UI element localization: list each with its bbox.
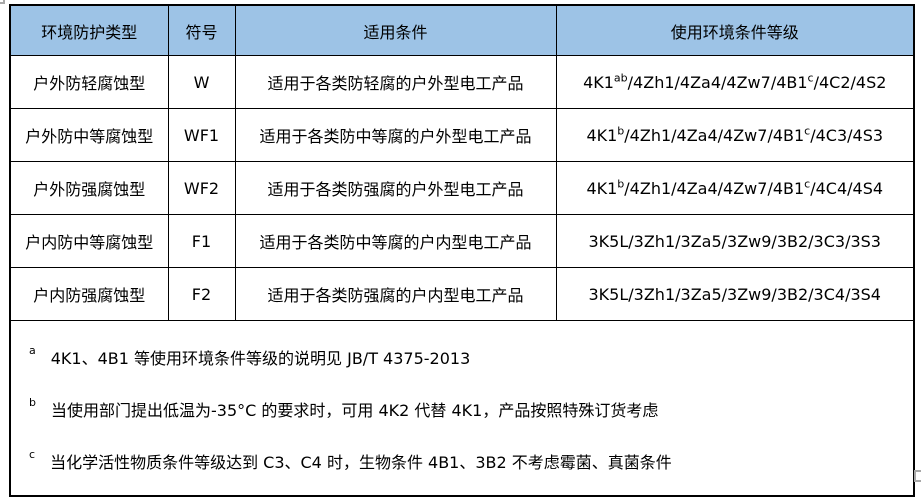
cell-grade: 3K5L/3Zh1/3Za5/3Zw9/3B2/3C3/3S3 — [555, 214, 915, 268]
cell-protection-type: 户外防轻腐蚀型 — [9, 55, 169, 109]
cell-protection-type: 户内防中等腐蚀型 — [9, 214, 169, 268]
cell-grade: 4K1b/4Zh1/4Za4/4Zw7/4B1c/4C3/4S3 — [555, 108, 915, 162]
cell-grade: 3K5L/3Zh1/3Za5/3Zw9/3B2/3C4/3S4 — [555, 267, 915, 321]
cell-condition: 适用于各类防轻腐的户外型电工产品 — [234, 55, 557, 109]
cell-symbol: F1 — [167, 214, 236, 268]
footnote-text: 当化学活性物质条件等级达到 C3、C4 时，生物条件 4B1、3B2 不考虑霉菌… — [50, 453, 672, 472]
cell-symbol: WF2 — [167, 161, 236, 215]
header-row: 环境防护类型 符号 适用条件 使用环境条件等级 — [9, 4, 915, 56]
cell-symbol: WF1 — [167, 108, 236, 162]
table-row: 户外防强腐蚀型 WF2 适用于各类防强腐的户外型电工产品 4K1b/4Zh1/4… — [9, 161, 915, 215]
cell-condition: 适用于各类防中等腐的户内型电工产品 — [234, 214, 557, 268]
cell-symbol: W — [167, 55, 236, 109]
col-header-condition: 适用条件 — [234, 4, 557, 56]
cell-grade: 4K1ab/4Zh1/4Za4/4Zw7/4B1c/4C2/4S2 — [555, 55, 915, 109]
col-header-symbol: 符号 — [167, 4, 236, 56]
table-resize-handle-icon[interactable] — [914, 470, 921, 482]
col-header-grade: 使用环境条件等级 — [555, 4, 915, 56]
cell-protection-type: 户外防中等腐蚀型 — [9, 108, 169, 162]
table-row: 户外防轻腐蚀型 W 适用于各类防轻腐的户外型电工产品 4K1ab/4Zh1/4Z… — [9, 55, 915, 109]
table-move-handle-icon[interactable] — [0, 0, 5, 4]
cell-protection-type: 户外防强腐蚀型 — [9, 161, 169, 215]
footnotes-section: a 4K1、4B1 等使用环境条件等级的说明见 JB/T 4375-2013 b… — [9, 320, 915, 497]
footnote-text: 当使用部门提出低温为-35°C 的要求时，可用 4K2 代替 4K1，产品按照特… — [50, 401, 659, 420]
cell-condition: 适用于各类防强腐的户内型电工产品 — [234, 267, 557, 321]
footnote-b: b 当使用部门提出低温为-35°C 的要求时，可用 4K2 代替 4K1，产品按… — [29, 396, 659, 420]
cell-condition: 适用于各类防强腐的户外型电工产品 — [234, 161, 557, 215]
table-row: 户内防中等腐蚀型 F1 适用于各类防中等腐的户内型电工产品 3K5L/3Zh1/… — [9, 214, 915, 268]
footnote-text: 4K1、4B1 等使用环境条件等级的说明见 JB/T 4375-2013 — [50, 349, 471, 368]
cell-grade: 4K1b/4Zh1/4Za4/4Zw7/4B1c/4C4/4S4 — [555, 161, 915, 215]
col-header-protection-type: 环境防护类型 — [9, 4, 169, 56]
cell-condition: 适用于各类防中等腐的户外型电工产品 — [234, 108, 557, 162]
footnotes-row: a 4K1、4B1 等使用环境条件等级的说明见 JB/T 4375-2013 b… — [9, 320, 915, 497]
protection-spec-table: 环境防护类型 符号 适用条件 使用环境条件等级 户外防轻腐蚀型 W 适用于各类防… — [9, 4, 915, 497]
footnote-a: a 4K1、4B1 等使用环境条件等级的说明见 JB/T 4375-2013 — [29, 344, 471, 368]
table-row: 户外防中等腐蚀型 WF1 适用于各类防中等腐的户外型电工产品 4K1b/4Zh1… — [9, 108, 915, 162]
footnote-c: c 当化学活性物质条件等级达到 C3、C4 时，生物条件 4B1、3B2 不考虑… — [29, 448, 672, 472]
table-row: 户内防强腐蚀型 F2 适用于各类防强腐的户内型电工产品 3K5L/3Zh1/3Z… — [9, 267, 915, 321]
cell-protection-type: 户内防强腐蚀型 — [9, 267, 169, 321]
cell-symbol: F2 — [167, 267, 236, 321]
